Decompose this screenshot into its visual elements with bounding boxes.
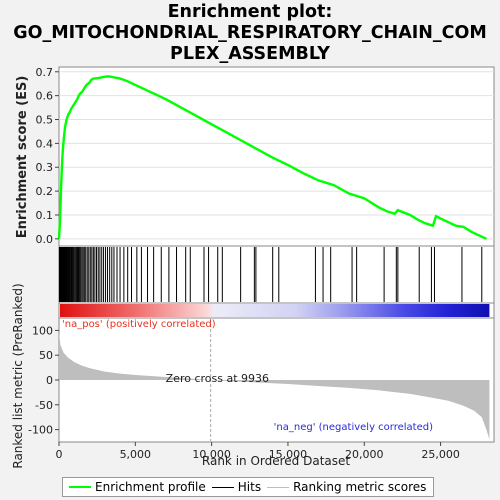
es-panel bbox=[59, 67, 494, 246]
es-tick-label: 0.1 bbox=[36, 209, 54, 222]
metric-tick-label: -100 bbox=[28, 424, 53, 437]
es-tick-label: 0.6 bbox=[36, 90, 54, 103]
legend-item-hits: Hits bbox=[212, 480, 261, 494]
metric-tick-label: -50 bbox=[35, 399, 53, 412]
zero-cross-label: Zero cross at 9936 bbox=[166, 372, 269, 385]
es-tick-label: 0.2 bbox=[36, 185, 54, 198]
x-tick-label: 25,000 bbox=[421, 448, 460, 461]
metric-tick-label: 100 bbox=[32, 324, 53, 337]
metric-axis-label: Ranked list metric (PreRanked) bbox=[11, 283, 25, 468]
rank-gradient-bar bbox=[60, 304, 489, 317]
metric-tick-label: 0 bbox=[46, 374, 53, 387]
legend-swatch-gray bbox=[267, 487, 289, 488]
x-axis-label: Rank in Ordered Dataset bbox=[202, 454, 350, 468]
legend: Enrichment profile Hits Ranking metric s… bbox=[62, 477, 434, 497]
es-tick-label: 0.7 bbox=[36, 66, 54, 79]
legend-swatch-black bbox=[212, 487, 234, 488]
x-tick-label: 0 bbox=[56, 448, 63, 461]
x-tick-label: 20,000 bbox=[345, 448, 384, 461]
es-tick-label: 0.3 bbox=[36, 161, 54, 174]
legend-item-metric: Ranking metric scores bbox=[267, 480, 426, 494]
es-tick-label: 0.0 bbox=[36, 233, 54, 246]
es-tick-label: 0.5 bbox=[36, 114, 54, 127]
x-tick-label: 5,000 bbox=[120, 448, 152, 461]
metric-tick-label: 50 bbox=[39, 349, 53, 362]
legend-label: Ranking metric scores bbox=[293, 480, 426, 494]
es-tick-label: 0.4 bbox=[36, 137, 54, 150]
pos-correlated-label: 'na_pos' (positively correlated) bbox=[62, 319, 216, 330]
legend-label: Hits bbox=[238, 480, 261, 494]
legend-swatch-green bbox=[69, 486, 91, 488]
es-axis-label: Enrichment score (ES) bbox=[15, 76, 30, 239]
legend-item-enrichment: Enrichment profile bbox=[69, 480, 206, 494]
neg-correlated-label: 'na_neg' (negatively correlated) bbox=[274, 422, 433, 433]
legend-label: Enrichment profile bbox=[95, 480, 206, 494]
